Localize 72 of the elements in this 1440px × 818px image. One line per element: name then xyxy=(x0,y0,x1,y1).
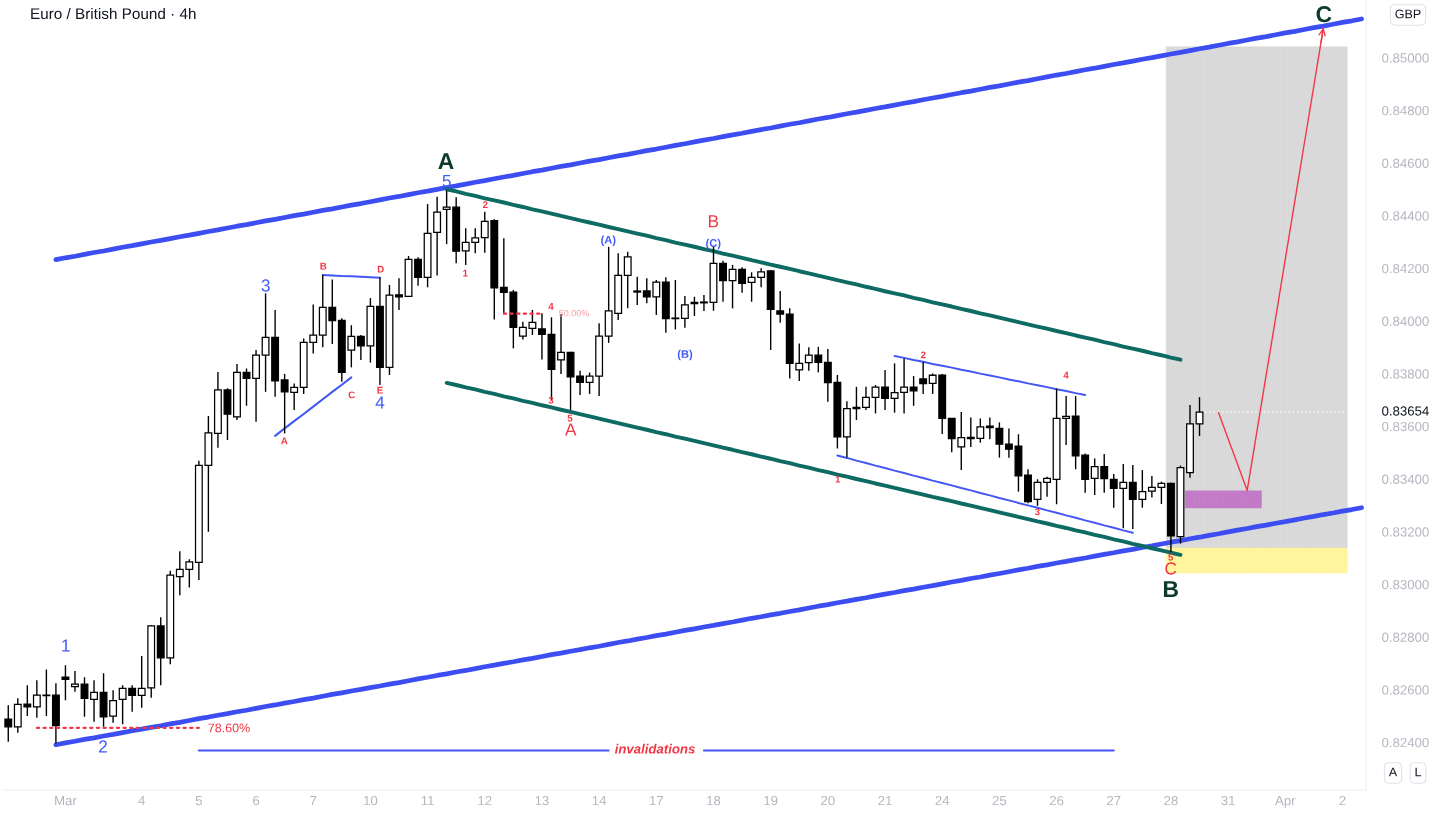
annotation: 4 xyxy=(548,303,554,310)
annotation: 3 xyxy=(261,279,270,292)
x-tick-label: 28 xyxy=(1164,795,1178,806)
annotation: invalidations xyxy=(614,743,695,754)
annotation: 5 xyxy=(442,175,451,188)
x-tick-label: 31 xyxy=(1221,795,1235,806)
annotation: 4 xyxy=(1063,371,1069,379)
y-tick-label: 0.82600 xyxy=(1382,685,1429,695)
text: GBP xyxy=(1395,9,1421,19)
x-tick-label: 13 xyxy=(535,795,549,806)
x-tick-label: 17 xyxy=(649,796,663,806)
annotation: D xyxy=(377,265,384,273)
annotation: 4 xyxy=(375,396,385,409)
x-tick-label: 24 xyxy=(935,795,950,806)
y-tick-label: 0.84000 xyxy=(1382,316,1429,326)
x-tick-label: 5 xyxy=(195,796,202,806)
annotation: 78.60% xyxy=(208,723,250,733)
annotation: 2 xyxy=(920,351,926,359)
y-tick-label: 0.84400 xyxy=(1382,211,1429,221)
y-tick-label: 0.85000 xyxy=(1382,53,1429,63)
text: A xyxy=(1388,767,1398,777)
ref-line-label: 0.83654 xyxy=(1382,406,1429,416)
annotation: 3 xyxy=(548,396,554,404)
annotation: 1 xyxy=(835,475,841,483)
annotation: (A) xyxy=(601,235,616,246)
annotation: 50.00% xyxy=(559,310,589,317)
x-tick-label: Mar xyxy=(55,796,77,806)
annotation: A xyxy=(281,437,288,445)
y-tick-label: 0.84600 xyxy=(1382,158,1429,168)
y-tick-label: 0.83000 xyxy=(1382,579,1429,590)
annotation: A xyxy=(438,153,454,169)
annotation: (C) xyxy=(706,238,721,250)
annotation: B xyxy=(320,262,327,270)
x-tick-label: 4 xyxy=(138,796,145,806)
annotation: A xyxy=(564,423,577,436)
annotation: (B) xyxy=(677,349,693,361)
annotation: B xyxy=(1163,581,1178,597)
y-tick-label: 0.84200 xyxy=(1382,263,1429,274)
x-tick-label: 6 xyxy=(253,795,260,806)
x-tick-label: 27 xyxy=(1107,795,1121,806)
annotation: C xyxy=(348,391,355,399)
annotation: 5 xyxy=(567,414,573,422)
x-tick-label: 10 xyxy=(364,795,378,806)
annotation: 1 xyxy=(62,639,70,652)
x-tick-label: Apr xyxy=(1275,796,1296,808)
y-tick-label: 0.83200 xyxy=(1382,527,1429,537)
x-tick-label: 18 xyxy=(707,795,721,806)
y-tick-label: 0.83600 xyxy=(1382,421,1429,432)
annotation: 1 xyxy=(463,269,468,277)
annotation: E xyxy=(377,386,383,394)
y-tick-label: 0.82400 xyxy=(1382,737,1429,748)
annotation: 3 xyxy=(1034,508,1040,516)
text: L xyxy=(1415,767,1422,777)
x-tick-label: 14 xyxy=(592,796,607,806)
annotation: 2 xyxy=(482,201,488,209)
x-tick-label: 2 xyxy=(1339,795,1346,806)
y-tick-label: 0.82800 xyxy=(1382,632,1429,642)
x-tick-label: 25 xyxy=(992,795,1007,806)
annotation: B xyxy=(708,215,719,228)
annotation: C xyxy=(1316,6,1332,23)
chart-title: Euro / British Pound · 4h xyxy=(31,7,196,20)
x-tick-label: 11 xyxy=(421,796,434,806)
x-tick-label: 12 xyxy=(478,795,492,806)
x-tick-label: 26 xyxy=(1049,795,1064,806)
x-tick-label: 20 xyxy=(821,795,835,806)
y-tick-label: 0.84800 xyxy=(1382,105,1429,116)
y-tick-label: 0.83400 xyxy=(1382,474,1429,484)
x-tick-label: 7 xyxy=(310,796,317,806)
annotation: 2 xyxy=(99,740,107,753)
y-tick-label: 0.83800 xyxy=(1382,369,1429,379)
x-tick-label: 21 xyxy=(878,795,892,806)
x-tick-label: 19 xyxy=(764,795,778,806)
